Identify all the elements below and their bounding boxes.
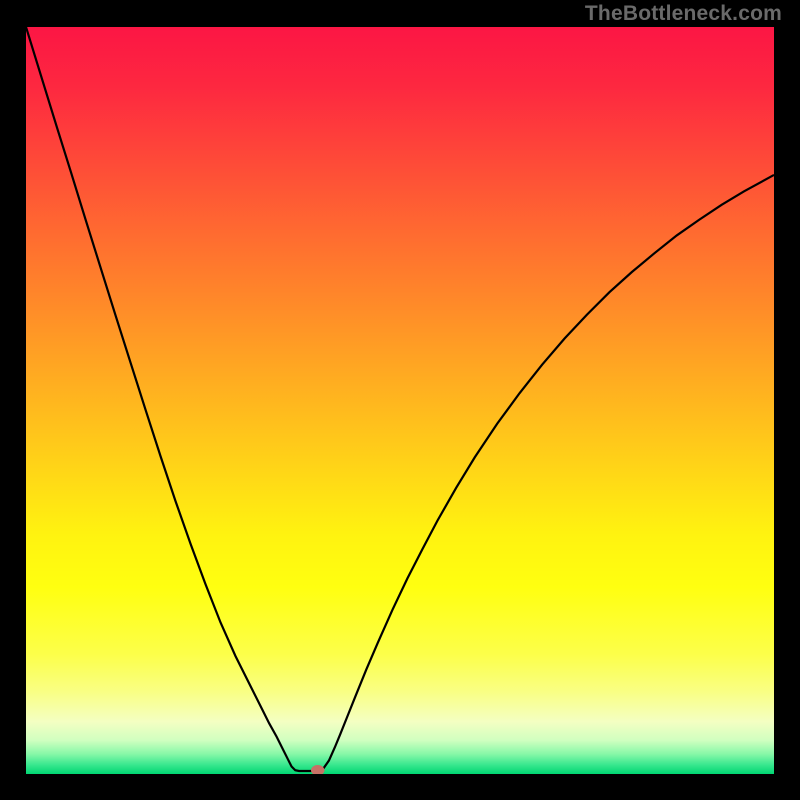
gradient-background [26, 27, 774, 774]
bottleneck-chart-svg [26, 27, 774, 774]
watermark-text: TheBottleneck.com [585, 2, 782, 26]
chart-plot-area [26, 27, 774, 774]
